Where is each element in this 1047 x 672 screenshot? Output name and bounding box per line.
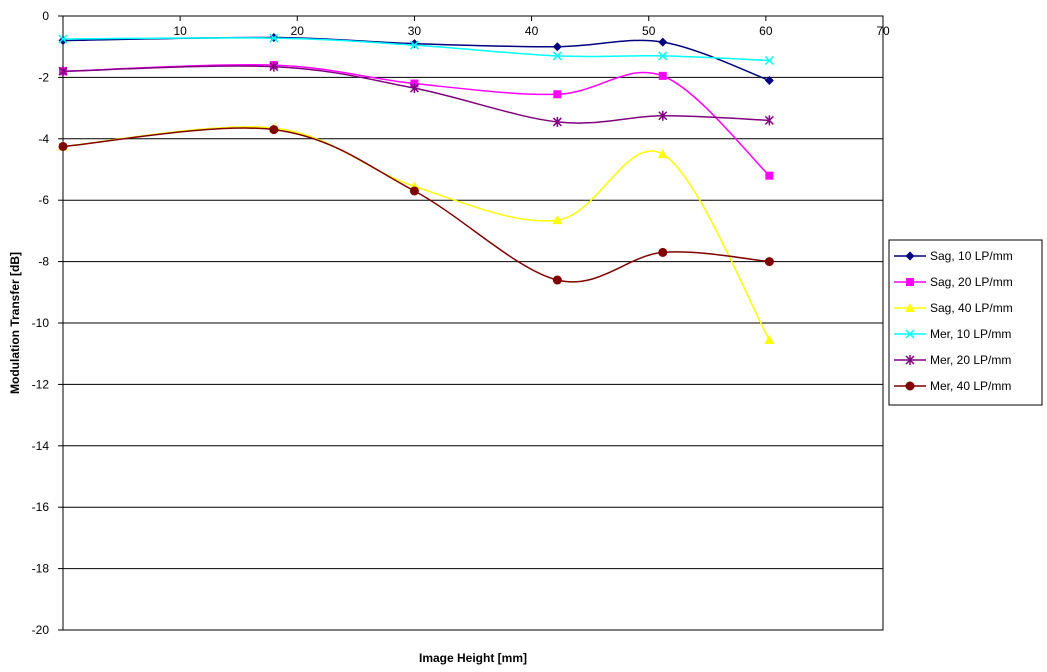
legend-items: Sag, 10 LP/mm Sag, 20 LP/mm Sag, 40 LP/mm M…: [894, 249, 1013, 393]
legend-label: Sag, 10 LP/mm: [930, 249, 1013, 263]
data-point: [764, 75, 774, 85]
y-tick-label: -6: [38, 193, 49, 207]
legend-label: Mer, 40 LP/mm: [930, 379, 1011, 393]
x-axis-ticks: 10 20 30 40 50 60 70: [173, 16, 890, 38]
data-point: [269, 61, 279, 72]
legend-label: Mer, 20 LP/mm: [930, 353, 1011, 367]
y-tick-label: -10: [32, 316, 50, 330]
x-tick-label: 70: [876, 24, 890, 38]
legend-item: Sag, 40 LP/mm: [894, 301, 1013, 315]
data-point: [764, 115, 774, 126]
series-4: [58, 33, 774, 66]
legend-item: Mer, 10 LP/mm: [894, 327, 1011, 341]
legend-marker: [905, 355, 915, 365]
legend-marker: [905, 381, 915, 391]
x-tick-label: 30: [408, 24, 422, 38]
x-tick-label: 10: [173, 24, 187, 38]
y-tick-label: -14: [32, 439, 50, 453]
legend: Sag, 10 LP/mm Sag, 20 LP/mm Sag, 40 LP/mm M…: [888, 239, 1043, 406]
legend-marker: [906, 278, 914, 286]
data-point: [764, 257, 774, 267]
y-tick-label: -18: [32, 562, 50, 576]
y-axis-title: Modulation Transfer [dB]: [8, 252, 22, 394]
y-axis-ticks: 0 -2 -4 -6 -8 -10 -12 -14 -16 -18 -20: [32, 9, 63, 637]
data-point: [552, 275, 562, 285]
data-point: [269, 33, 279, 43]
y-tick-label: -20: [32, 623, 50, 637]
y-tick-label: -2: [38, 70, 49, 84]
data-point: [764, 334, 775, 344]
series-layer: [58, 32, 775, 344]
data-point: [58, 34, 68, 44]
x-tick-label: 20: [291, 24, 305, 38]
legend-marker: [905, 251, 915, 261]
legend-item: Sag, 20 LP/mm: [894, 275, 1013, 289]
data-point: [409, 83, 419, 94]
data-point: [58, 66, 68, 77]
y-tick-label: -12: [32, 377, 50, 391]
legend-item: Sag, 10 LP/mm: [894, 249, 1013, 263]
series-line: [62, 37, 770, 62]
legend-marker: [905, 329, 915, 339]
data-point: [658, 110, 668, 121]
data-point: [658, 37, 668, 47]
legend-item: Mer, 40 LP/mm: [894, 379, 1011, 393]
data-point: [658, 247, 668, 257]
data-point: [409, 186, 419, 196]
legend-label: Sag, 20 LP/mm: [930, 275, 1013, 289]
gridlines: [63, 76, 883, 570]
y-tick-label: 0: [42, 9, 49, 23]
legend-box: [888, 239, 1043, 406]
x-tick-label: 60: [759, 24, 773, 38]
series-6: [58, 125, 774, 285]
series-line: [62, 126, 771, 341]
data-point: [764, 55, 774, 66]
legend-item: Mer, 20 LP/mm: [894, 353, 1011, 367]
legend-marker: [905, 303, 915, 312]
data-point: [552, 215, 563, 225]
y-tick-label: -8: [38, 255, 49, 269]
x-tick-label: 40: [525, 24, 539, 38]
series-5: [58, 61, 774, 127]
data-point: [553, 90, 562, 99]
x-axis-title: Image Height [mm]: [419, 651, 527, 665]
data-point: [58, 141, 68, 151]
x-tick-label: 50: [642, 24, 656, 38]
series-line: [62, 64, 770, 177]
legend-label: Sag, 40 LP/mm: [930, 301, 1013, 315]
data-point: [269, 125, 279, 135]
data-point: [552, 51, 562, 61]
legend-label: Mer, 10 LP/mm: [930, 327, 1011, 341]
data-point: [552, 42, 562, 52]
data-point: [658, 51, 668, 61]
data-point: [657, 149, 668, 159]
data-point: [552, 116, 562, 127]
data-point: [765, 171, 774, 180]
y-tick-label: -16: [32, 500, 50, 514]
data-point: [409, 40, 419, 50]
data-point: [658, 71, 667, 80]
y-tick-label: -4: [38, 132, 49, 146]
